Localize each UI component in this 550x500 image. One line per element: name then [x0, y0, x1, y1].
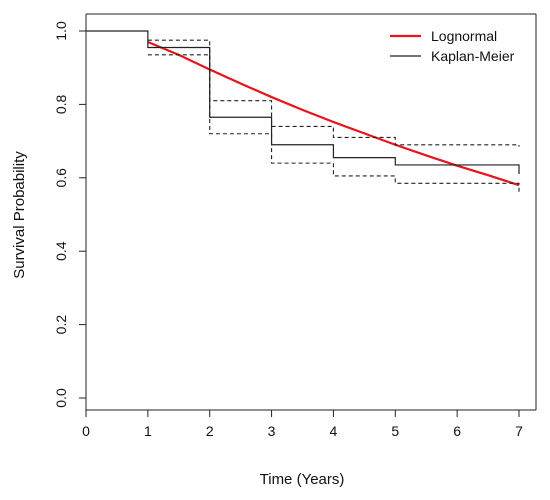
y-tick-label: 0.0 — [53, 388, 69, 408]
x-tick-label: 4 — [330, 423, 338, 439]
y-tick-label: 0.6 — [53, 168, 69, 188]
y-tick-label: 0.4 — [53, 241, 69, 261]
legend-label: Kaplan-Meier — [431, 48, 515, 64]
x-tick-label: 5 — [391, 423, 399, 439]
x-tick-label: 1 — [144, 423, 152, 439]
y-tick-label: 1.0 — [53, 21, 69, 41]
x-tick-label: 0 — [82, 423, 90, 439]
x-axis-title: Time (Years) — [260, 471, 345, 488]
legend-label: Lognormal — [431, 28, 497, 44]
y-tick-label: 0.2 — [53, 315, 69, 335]
legend: Lognormal Kaplan-Meier — [390, 28, 515, 64]
y-tick-label: 0.8 — [53, 94, 69, 114]
series-confidence-band-line-3 — [147, 54, 520, 193]
axes: 0 1 2 3 4 5 6 7 0.0 0.2 0.4 0.6 0.8 1.0 — [53, 13, 537, 439]
series-confidence-band-line-2 — [147, 39, 520, 147]
x-tick-label: 7 — [515, 423, 523, 439]
y-axis-title: Survival Probability — [11, 151, 28, 279]
x-tick-label: 6 — [453, 423, 461, 439]
x-tick-label: 2 — [206, 423, 214, 439]
x-tick-label: 3 — [268, 423, 276, 439]
plot-area — [86, 30, 520, 193]
